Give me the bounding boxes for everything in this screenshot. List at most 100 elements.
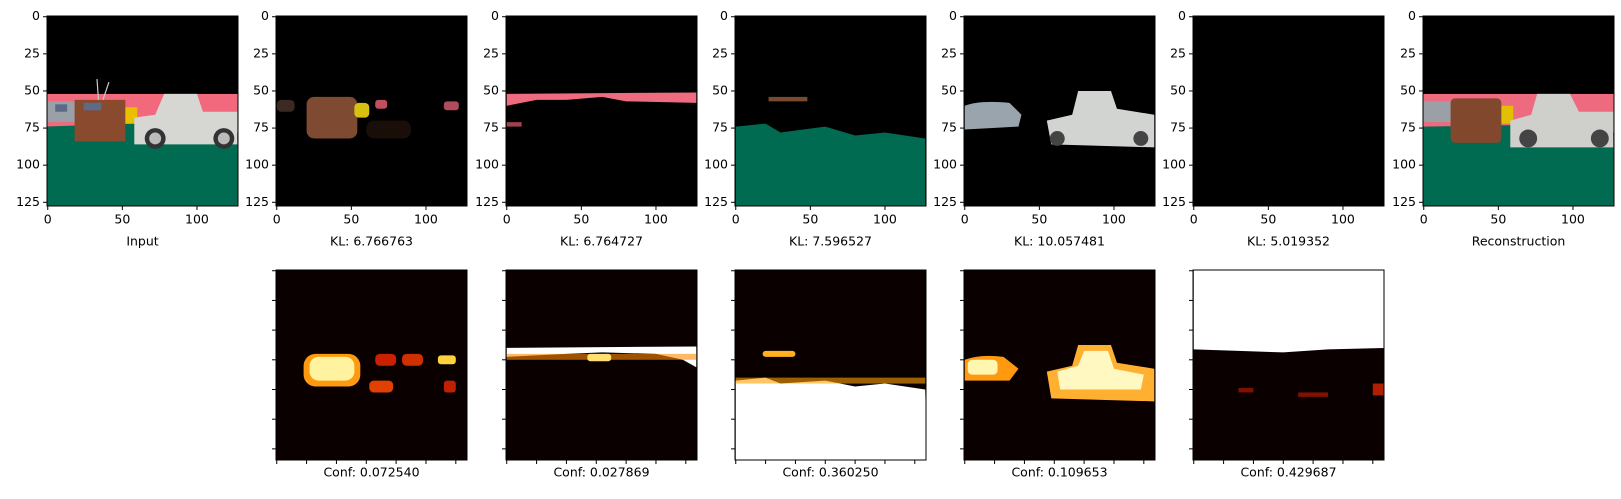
y-tick-label: 125 <box>704 194 728 209</box>
x-tick-label: 0 <box>732 212 740 227</box>
x-tick-label: 100 <box>185 212 209 227</box>
image-panel <box>964 16 1155 206</box>
y-tick-label: 125 <box>933 194 957 209</box>
y-tick-label: 125 <box>245 194 269 209</box>
y-tick-label: 75 <box>483 120 499 135</box>
image-region <box>506 122 522 127</box>
y-tick-label: 0 <box>32 8 40 23</box>
y-tick-label: 50 <box>253 82 269 97</box>
image-region <box>1049 131 1065 146</box>
image-panel <box>735 16 926 206</box>
map-caption: Conf: 0.109653 <box>1011 465 1107 480</box>
image-region <box>1046 90 1155 148</box>
x-tick-label: 50 <box>802 212 818 227</box>
image-region <box>1510 93 1614 148</box>
x-tick-label: 50 <box>1031 212 1047 227</box>
image-region <box>437 355 456 365</box>
image-region <box>964 101 1022 130</box>
axes-frame <box>505 15 698 207</box>
image-region <box>1133 131 1149 146</box>
image-region <box>735 377 926 384</box>
panel-caption: KL: 6.766763 <box>330 234 413 249</box>
panel-caption: KL: 10.057481 <box>1014 234 1105 249</box>
image-region <box>1193 16 1384 206</box>
y-tick-label: 25 <box>1400 45 1416 60</box>
image-region <box>762 350 796 357</box>
image-region <box>1238 388 1254 393</box>
image-region <box>506 16 697 206</box>
axes-frame <box>734 15 927 207</box>
axes-frame <box>46 15 239 207</box>
confidence-map <box>964 270 1155 460</box>
image-region <box>1450 98 1502 143</box>
y-tick-label: 0 <box>1178 8 1186 23</box>
image-region <box>506 270 697 460</box>
y-tick-label: 50 <box>941 82 957 97</box>
image-region <box>1057 350 1144 390</box>
y-tick-label: 50 <box>24 82 40 97</box>
y-tick-label: 125 <box>1162 194 1186 209</box>
x-tick-label: 100 <box>873 212 897 227</box>
image-region <box>96 79 100 100</box>
y-tick-label: 100 <box>1392 157 1416 172</box>
axes-frame <box>1192 269 1385 461</box>
x-tick-label: 50 <box>114 212 130 227</box>
x-tick-label: 0 <box>1190 212 1198 227</box>
image-region <box>506 92 697 106</box>
image-panel <box>1193 16 1384 206</box>
panel-caption: Input <box>126 234 158 249</box>
image-panel <box>276 16 467 206</box>
axes-frame <box>1422 15 1615 207</box>
y-tick-label: 25 <box>483 45 499 60</box>
y-tick-label: 100 <box>704 157 728 172</box>
image-region <box>123 107 138 124</box>
image-region <box>443 101 459 111</box>
confidence-map <box>735 270 926 460</box>
image-region <box>375 99 388 109</box>
y-tick-label: 75 <box>1400 120 1416 135</box>
axes-frame <box>734 269 927 461</box>
y-tick-label: 75 <box>941 120 957 135</box>
image-region <box>375 353 397 366</box>
image-region <box>354 102 370 118</box>
x-tick-label: 100 <box>1102 212 1126 227</box>
image-panel <box>47 16 238 206</box>
y-tick-label: 25 <box>24 45 40 60</box>
y-tick-label: 100 <box>16 157 40 172</box>
y-tick-label: 100 <box>475 157 499 172</box>
image-panel <box>506 16 697 206</box>
image-region <box>276 16 467 206</box>
axes-frame <box>1192 15 1385 207</box>
image-region <box>1372 383 1384 396</box>
y-tick-label: 0 <box>1408 8 1416 23</box>
panel-caption: KL: 6.764727 <box>560 234 643 249</box>
image-region <box>506 346 697 368</box>
y-tick-label: 100 <box>1162 157 1186 172</box>
y-tick-label: 50 <box>1400 82 1416 97</box>
map-caption: Conf: 0.027869 <box>553 465 649 480</box>
y-tick-label: 50 <box>712 82 728 97</box>
y-tick-label: 75 <box>712 120 728 135</box>
confidence-map <box>506 270 697 460</box>
image-region <box>735 377 926 460</box>
panel-caption: KL: 7.596527 <box>789 234 872 249</box>
y-tick-label: 25 <box>253 45 269 60</box>
image-region <box>366 120 412 139</box>
image-region <box>1519 129 1538 148</box>
x-tick-label: 100 <box>644 212 668 227</box>
image-region <box>1298 392 1329 397</box>
panel-caption: KL: 5.019352 <box>1247 234 1330 249</box>
image-region <box>443 380 456 393</box>
y-tick-label: 50 <box>483 82 499 97</box>
panel-caption: Reconstruction <box>1472 234 1566 249</box>
y-tick-label: 125 <box>16 194 40 209</box>
y-tick-label: 75 <box>1170 120 1186 135</box>
y-tick-label: 75 <box>24 120 40 135</box>
image-region <box>83 102 102 111</box>
y-tick-label: 50 <box>1170 82 1186 97</box>
y-tick-label: 25 <box>941 45 957 60</box>
image-region <box>402 353 423 366</box>
image-region <box>1423 101 1454 123</box>
x-tick-label: 50 <box>573 212 589 227</box>
y-tick-label: 25 <box>1170 45 1186 60</box>
